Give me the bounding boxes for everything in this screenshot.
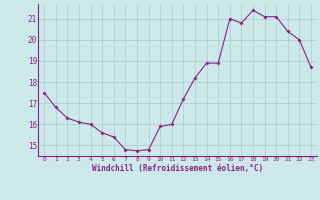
X-axis label: Windchill (Refroidissement éolien,°C): Windchill (Refroidissement éolien,°C) xyxy=(92,164,263,173)
